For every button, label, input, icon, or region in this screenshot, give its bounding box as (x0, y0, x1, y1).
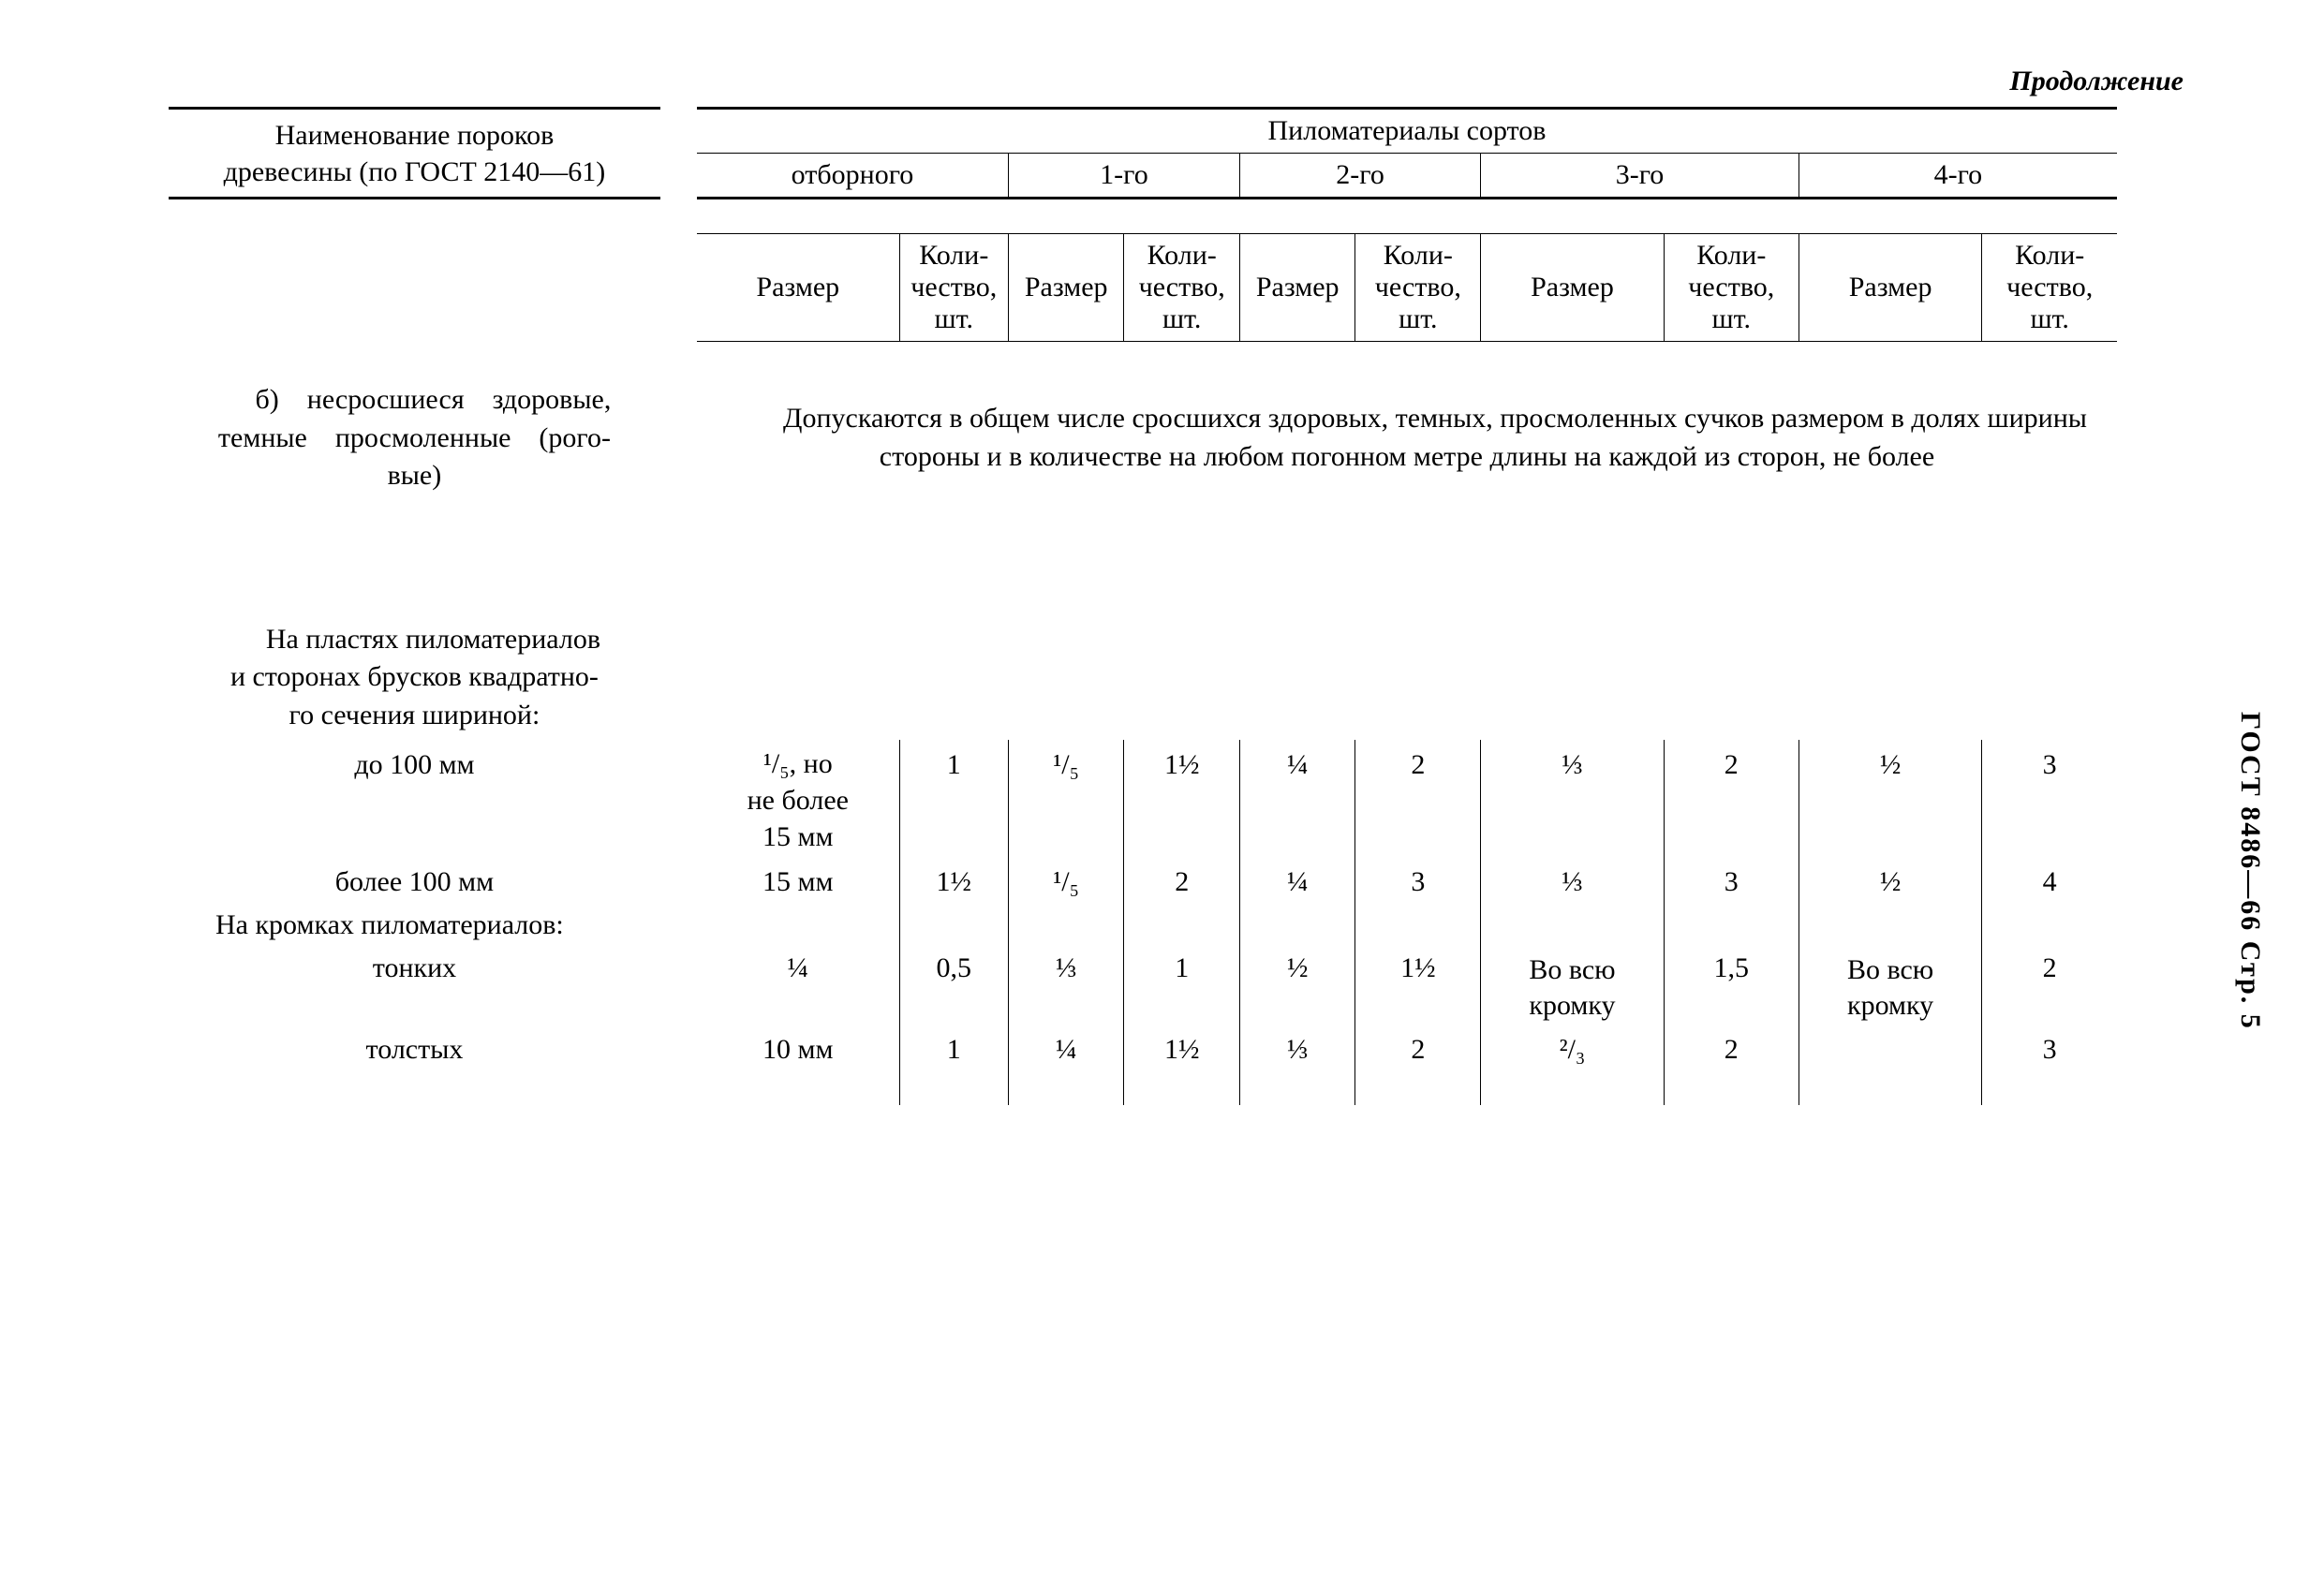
r5-c0q: 1 (899, 1028, 1008, 1071)
r2-c4s: ½ (1799, 861, 1982, 904)
r4-c4q: 2 (1982, 947, 2117, 1028)
r4-c2s: ½ (1239, 947, 1355, 1028)
r1-c1s: ¹/₅ (1008, 740, 1124, 861)
r4-c3s: Во всю кромку (1481, 947, 1665, 1028)
r1-c4q: 3 (1982, 740, 2117, 861)
grade-3: 3-го (1481, 154, 1799, 199)
r1-c0s: ¹/₅, ноне более15 мм (697, 740, 899, 861)
r1-c3s: ⅓ (1481, 740, 1665, 861)
edges-intro: На кромках пиломатериалов: (169, 904, 660, 947)
data-row-over100: более 100 мм 15 мм 1½ ¹/₅ 2 ¼ 3 ⅓ 3 ½ 4 (169, 861, 2117, 904)
r1-c2s: ¼ (1239, 740, 1355, 861)
row1-label: до 100 мм (169, 740, 660, 861)
continuation-label: Продолжение (169, 66, 2193, 97)
r2-c3q: 3 (1664, 861, 1799, 904)
r4-c2q: 1½ (1355, 947, 1481, 1028)
side-page-label: ГОСТ 8486—66 Стр. 5 (2234, 712, 2266, 1030)
r4-c0s: ¼ (697, 947, 899, 1028)
data-row-upto100: до 100 мм ¹/₅, ноне более15 мм 1 ¹/₅ 1½ … (169, 740, 2117, 861)
block-intro-row: На пластях пиломатериалов и сторонах бру… (169, 615, 2117, 741)
block-intro-l2: и сторонах брусков квадратно- (178, 658, 651, 697)
r1-c0q: 1 (899, 740, 1008, 861)
r2-c2q: 3 (1355, 861, 1481, 904)
spacer (169, 342, 2117, 376)
r4-c1q: 1 (1124, 947, 1240, 1028)
data-row-thin: тонких ¼ 0,5 ⅓ 1 ½ 1½ Во всю кромку 1,5 … (169, 947, 2117, 1028)
r1-c2q: 2 (1355, 740, 1481, 861)
row2-label: более 100 мм (169, 861, 660, 904)
header-row-3: Размер Коли-чество,шт. Размер Коли-честв… (169, 234, 2117, 342)
r2-c0q: 1½ (899, 861, 1008, 904)
sub-qty-0: Коли-чество,шт. (899, 234, 1008, 342)
r5-c1q: 1½ (1124, 1028, 1240, 1071)
data-row-thick: толстых 10 мм 1 ¼ 1½ ⅓ 2 ²/₃ 2 3 (169, 1028, 2117, 1071)
section-b-l1: б) несросшиеся здоровые, (178, 381, 651, 420)
sub-size-3: Размер (1481, 234, 1665, 342)
r2-c4q: 4 (1982, 861, 2117, 904)
row5-label: толстых (169, 1028, 660, 1071)
sub-size-1: Размер (1008, 234, 1124, 342)
sub-size-2: Размер (1239, 234, 1355, 342)
edges-intro-row: На кромках пиломатериалов: (169, 904, 2117, 947)
grade-1: 1-го (1008, 154, 1239, 199)
r1-c1q: 1½ (1124, 740, 1240, 861)
r4-c0q: 0,5 (899, 947, 1008, 1028)
r2-c3s: ⅓ (1481, 861, 1665, 904)
r4-c3q: 1,5 (1664, 947, 1799, 1028)
row4-label: тонких (169, 947, 660, 1028)
sub-qty-1: Коли-чество,шт. (1124, 234, 1240, 342)
r2-c2s: ¼ (1239, 861, 1355, 904)
r2-c1q: 2 (1124, 861, 1240, 904)
r5-c0s: 10 мм (697, 1028, 899, 1071)
defects-title-l2: древесины (по ГОСТ 2140—61) (224, 156, 606, 187)
spacer (169, 199, 2117, 234)
r5-c1s: ¼ (1008, 1028, 1124, 1071)
r5-c3q: 2 (1664, 1028, 1799, 1071)
r1-c3q: 2 (1664, 740, 1799, 861)
r4-c1s: ⅓ (1008, 947, 1124, 1028)
r5-c2q: 2 (1355, 1028, 1481, 1071)
r2-c0s: 15 мм (697, 861, 899, 904)
sub-qty-4: Коли-чество,шт. (1982, 234, 2117, 342)
group-title: Пиломатериалы сортов (697, 109, 2117, 154)
r5-c2s: ⅓ (1239, 1028, 1355, 1071)
sub-qty-2: Коли-чество,шт. (1355, 234, 1481, 342)
standards-table: Наименование пороков древесины (по ГОСТ … (169, 107, 2117, 1105)
r4-c4s: Во всю кромку (1799, 947, 1982, 1028)
section-b-row: б) несросшиеся здоровые, темные просмоле… (169, 376, 2117, 501)
sub-size-0: Размер (697, 234, 899, 342)
r2-c1s: ¹/₅ (1008, 861, 1124, 904)
block-intro-l3: го сечения шириной: (178, 697, 651, 735)
section-b-description: Допускаются в общем числе сросшихся здор… (697, 376, 2117, 501)
grade-2: 2-го (1239, 154, 1480, 199)
block-intro-l1: На пластях пиломатериалов (178, 621, 651, 659)
r5-c4q: 3 (1982, 1028, 2117, 1071)
section-b-l3: вые) (178, 457, 651, 495)
spacer (169, 1071, 2117, 1105)
grade-0: отборного (697, 154, 1008, 199)
page: Продолжение Наименование пороков древеси… (0, 0, 2324, 1593)
defects-title-l1: Наименование пороков (275, 120, 555, 151)
r5-c4s (1799, 1028, 1982, 1071)
spacer-large (169, 501, 2117, 615)
sub-size-4: Размер (1799, 234, 1982, 342)
sub-qty-3: Коли-чество,шт. (1664, 234, 1799, 342)
r1-c4s: ½ (1799, 740, 1982, 861)
r5-c3s: ²/₃ (1481, 1028, 1665, 1071)
grade-4: 4-го (1799, 154, 2117, 199)
header-row-1: Наименование пороков древесины (по ГОСТ … (169, 109, 2117, 154)
section-b-l2: темные просмоленные (рого- (178, 420, 651, 458)
